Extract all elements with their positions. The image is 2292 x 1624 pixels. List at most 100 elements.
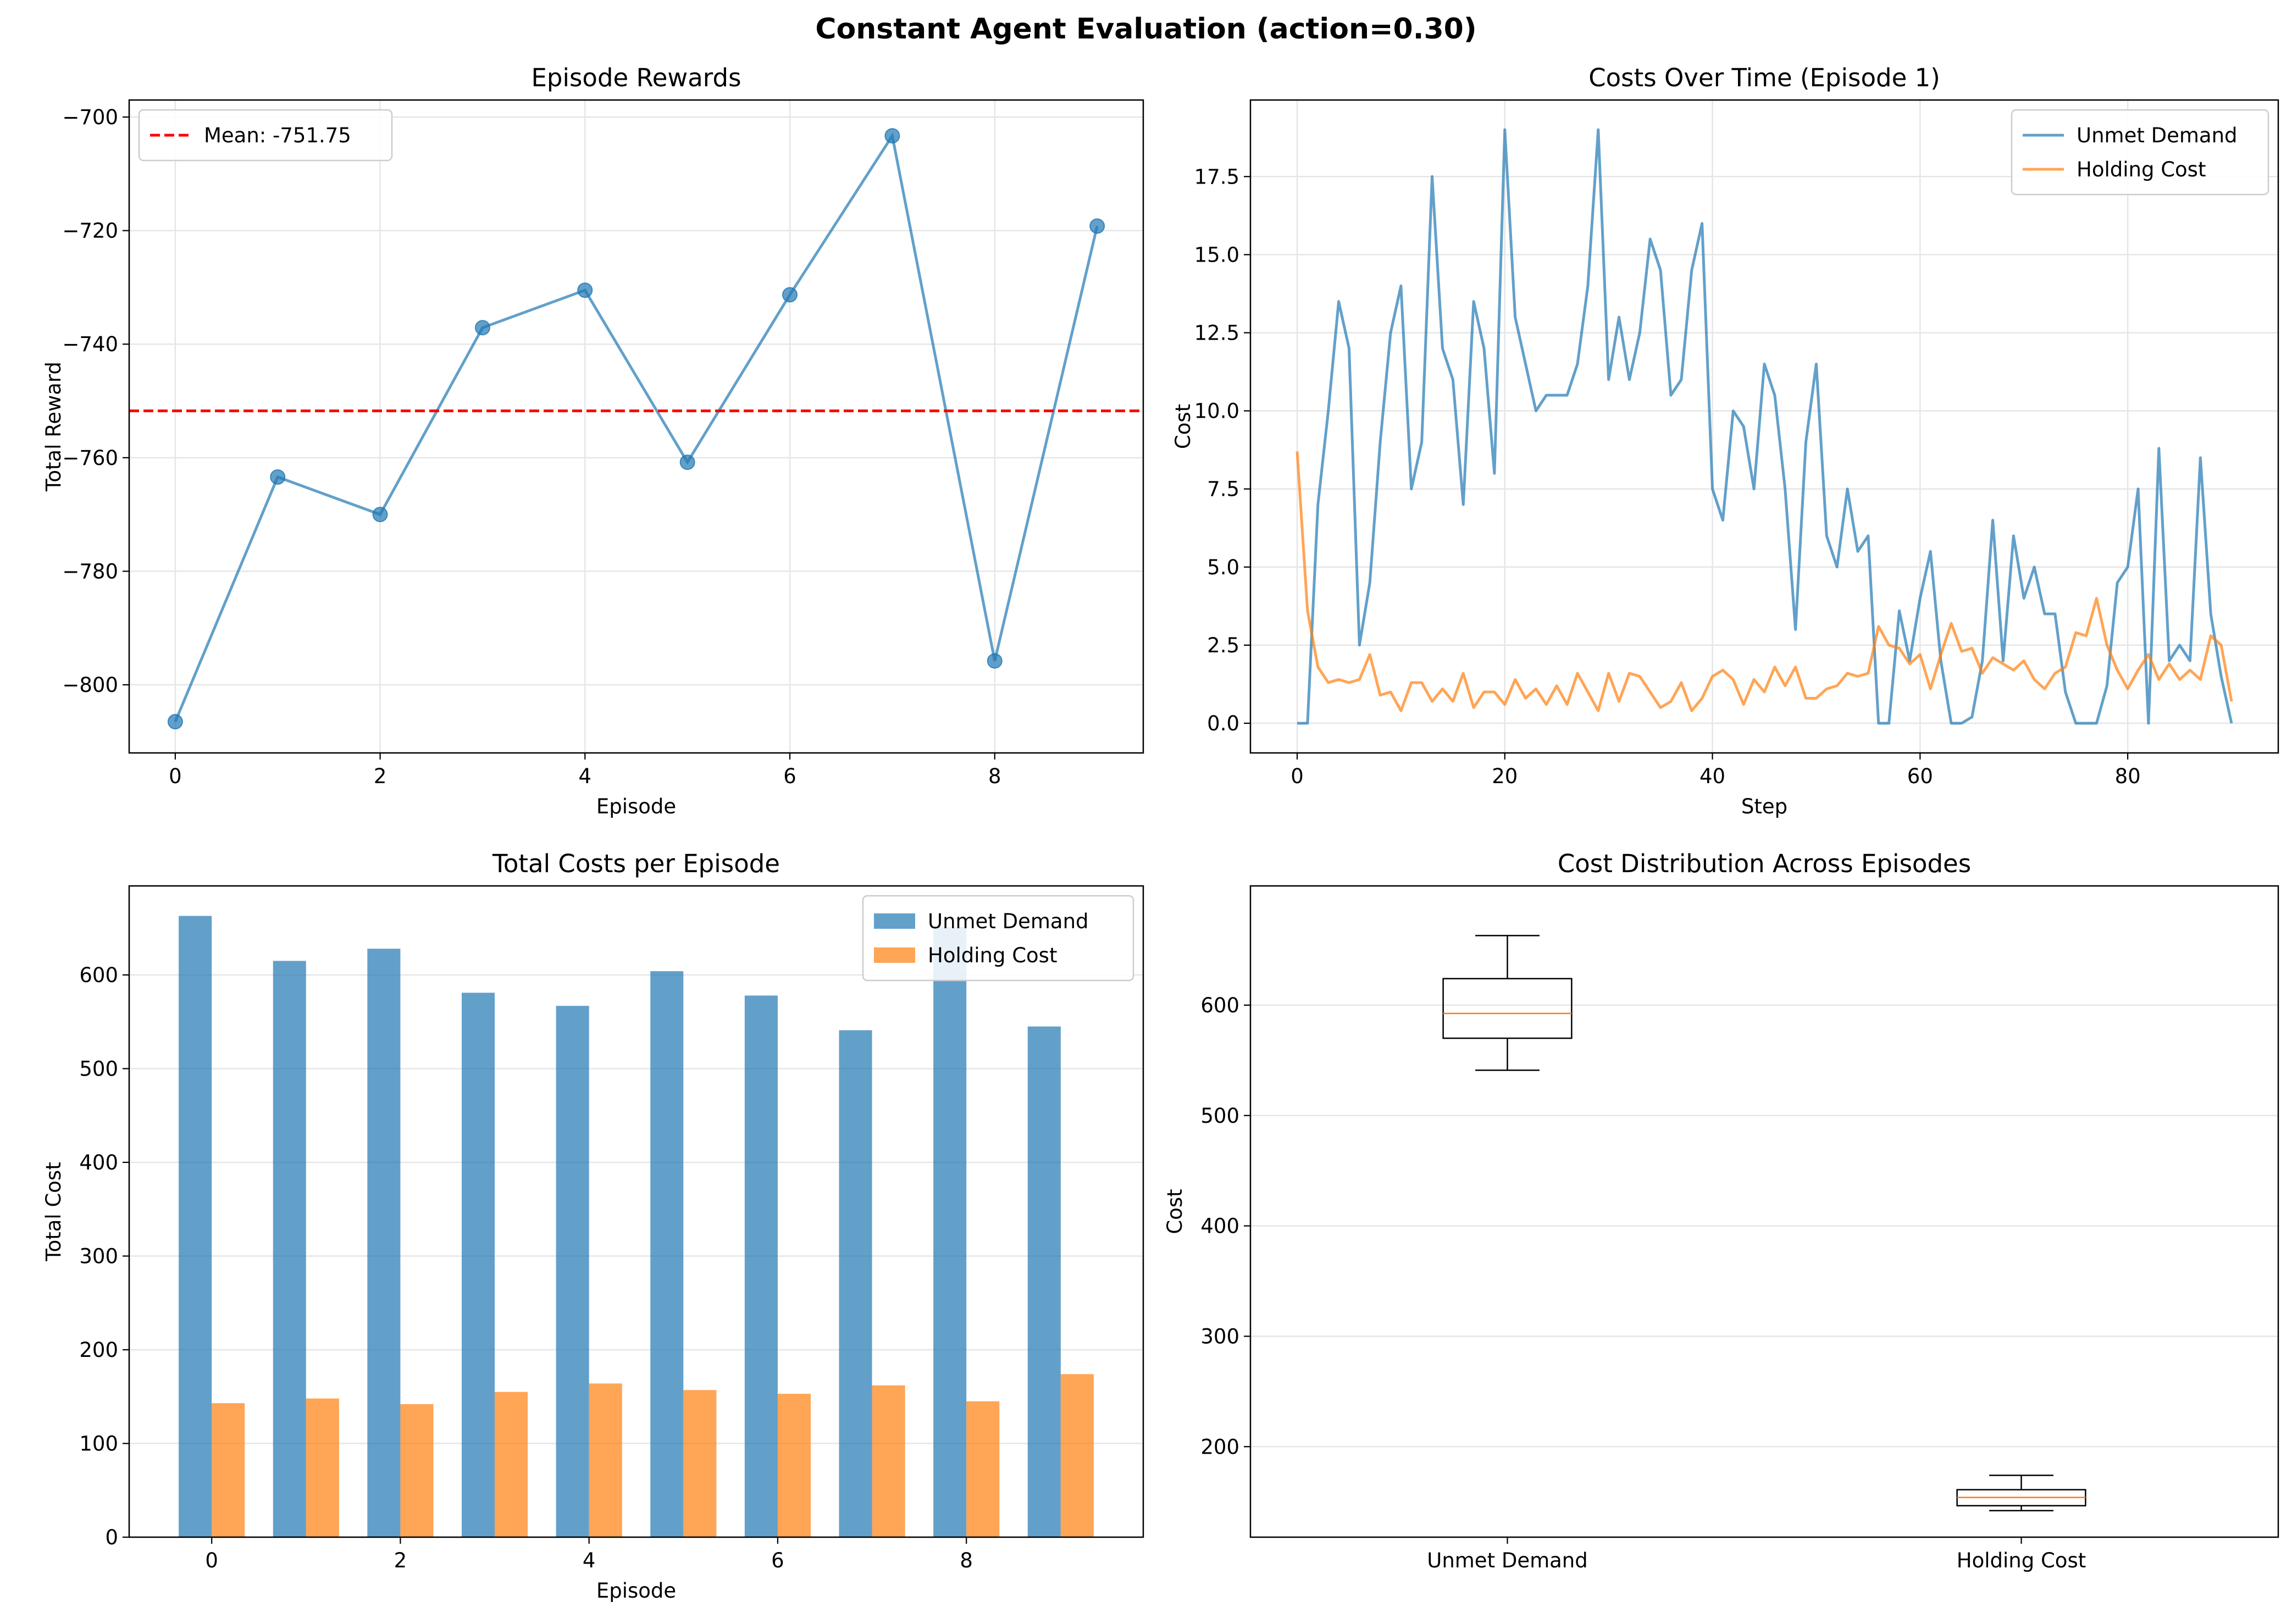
- legend-swatch: [874, 947, 915, 963]
- legend-swatch: [874, 913, 915, 929]
- reward-point: [474, 320, 490, 336]
- unmet-demand-bar: [179, 916, 212, 1537]
- y-tick-label: 17.5: [1194, 165, 1239, 189]
- episode-rewards-panel: −800 −780 −760 −740 −720 −700 0 2 4 6 8 Episode Rew…: [42, 63, 1144, 818]
- x-axis-label: Episode: [596, 795, 676, 818]
- reward-point: [987, 653, 1003, 669]
- legend-label: Unmet Demand: [2077, 124, 2238, 147]
- x-tick-label: 20: [1492, 764, 1518, 788]
- reward-point: [884, 128, 900, 144]
- y-axis-label: Cost: [1171, 404, 1195, 449]
- chart-title: Costs Over Time (Episode 1): [1588, 63, 1940, 92]
- y-tick-label: 600: [1200, 994, 1239, 1017]
- x-tick-label: 2: [374, 764, 387, 788]
- y-tick-label: 500: [1200, 1104, 1239, 1128]
- reward-point: [372, 507, 388, 523]
- unmet-demand-bar: [650, 971, 684, 1537]
- reward-point: [577, 282, 593, 298]
- unmet-demand-line: [1297, 128, 2233, 725]
- reward-point: [270, 469, 286, 485]
- y-axis-label: Total Cost: [42, 1162, 65, 1261]
- reward-line: [174, 132, 1099, 723]
- axes-frame: [1249, 885, 2279, 1538]
- y-tick-label: −720: [62, 219, 118, 243]
- y-tick-label: 600: [79, 963, 118, 987]
- x-tick-label: 8: [988, 764, 1001, 788]
- unmet-demand-bar: [461, 993, 495, 1537]
- legend-box: [138, 109, 393, 162]
- x-axis-label: Episode: [596, 1579, 676, 1603]
- reward-point: [782, 287, 798, 303]
- unmet-demand-bar: [1027, 1026, 1061, 1537]
- y-tick-label: −780: [62, 559, 118, 583]
- y-tick-label: −760: [62, 446, 118, 470]
- axes-frame: [1249, 99, 2279, 754]
- y-tick-label: 200: [79, 1338, 118, 1362]
- x-tick-label: 0: [1291, 764, 1304, 788]
- x-tick-label: 8: [960, 1549, 973, 1572]
- y-tick-label: 12.5: [1194, 321, 1239, 345]
- y-axis-label: Total Reward: [42, 362, 65, 492]
- figure-title: Constant Agent Evaluation (action=0.30): [815, 13, 1476, 46]
- y-tick-label: 100: [79, 1432, 118, 1455]
- unmet-demand-bar: [367, 949, 401, 1537]
- x-axis-label: Step: [1741, 795, 1787, 818]
- unmet-demand-bar: [556, 1006, 589, 1537]
- axes-frame: [128, 885, 1144, 1538]
- y-tick-label: 7.5: [1207, 478, 1239, 501]
- legend-label: Holding Cost: [928, 944, 1057, 967]
- x-tick-label: 0: [169, 764, 182, 788]
- y-tick-label: 400: [79, 1151, 118, 1174]
- unmet-demand-bar: [933, 927, 967, 1537]
- axes-frame: [128, 99, 1144, 754]
- reward-point: [167, 714, 183, 730]
- legend-box: [862, 895, 1134, 982]
- holding-cost-bar: [589, 1383, 622, 1537]
- x-tick-label: 0: [205, 1549, 218, 1572]
- y-tick-label: 5.0: [1207, 556, 1239, 579]
- holding-cost-line: [1296, 451, 2233, 712]
- legend-box: [2011, 109, 2269, 196]
- y-tick-label: 200: [1200, 1435, 1239, 1459]
- holding-cost-bar: [966, 1401, 1000, 1537]
- legend-label: Unmet Demand: [928, 910, 1089, 933]
- box-iqr: [1442, 978, 1573, 1039]
- y-tick-label: −700: [62, 106, 118, 129]
- unmet-demand-bar: [839, 1030, 872, 1537]
- x-tick-label: 40: [1699, 764, 1725, 788]
- y-tick-label: −800: [62, 673, 118, 697]
- y-tick-label: 400: [1200, 1215, 1239, 1238]
- y-tick-label: 300: [1200, 1324, 1239, 1348]
- legend-label: Holding Cost: [2077, 158, 2206, 181]
- x-tick-label: 60: [1907, 764, 1933, 788]
- holding-cost-bar: [777, 1394, 811, 1537]
- x-tick-label: 6: [783, 764, 796, 788]
- total-costs-per-episode-panel: 0 100 200 300 400 500 600 0 2 4 6 8 Total Costs per …: [42, 849, 1144, 1603]
- holding-cost-bar: [683, 1390, 717, 1537]
- y-tick-label: 0.0: [1207, 712, 1239, 735]
- costs-over-time-panel: 0.0 2.5 5.0 7.5 10.0 12.5 15.0 17.5 0 20 40 60 80 Cos…: [1171, 63, 2279, 818]
- reward-point: [1089, 218, 1105, 234]
- y-tick-label: 300: [79, 1244, 118, 1268]
- x-tick-label: 2: [394, 1549, 407, 1572]
- y-tick-label: 0: [105, 1526, 118, 1549]
- unmet-demand-bar: [744, 995, 778, 1537]
- chart-title: Episode Rewards: [531, 63, 741, 92]
- legend-label: Mean: -751.75: [204, 124, 351, 147]
- x-tick-label: Holding Cost: [1957, 1549, 2086, 1572]
- chart-title: Total Costs per Episode: [492, 849, 780, 878]
- y-tick-label: 10.0: [1194, 400, 1239, 423]
- y-axis-label: Cost: [1163, 1189, 1187, 1234]
- y-tick-label: 2.5: [1207, 634, 1239, 657]
- x-tick-label: 4: [583, 1549, 596, 1572]
- x-tick-label: 80: [2115, 764, 2141, 788]
- holding-cost-bar: [495, 1392, 528, 1537]
- x-tick-label: Unmet Demand: [1427, 1549, 1588, 1572]
- reward-point: [679, 455, 695, 470]
- holding-cost-bar: [1060, 1374, 1094, 1537]
- unmet-demand-bar: [273, 961, 306, 1537]
- holding-cost-bar: [212, 1403, 245, 1537]
- cost-distribution-panel: 200 300 400 500 600 Cost Distribution Across …: [1163, 849, 2279, 1572]
- y-tick-label: 500: [79, 1057, 118, 1080]
